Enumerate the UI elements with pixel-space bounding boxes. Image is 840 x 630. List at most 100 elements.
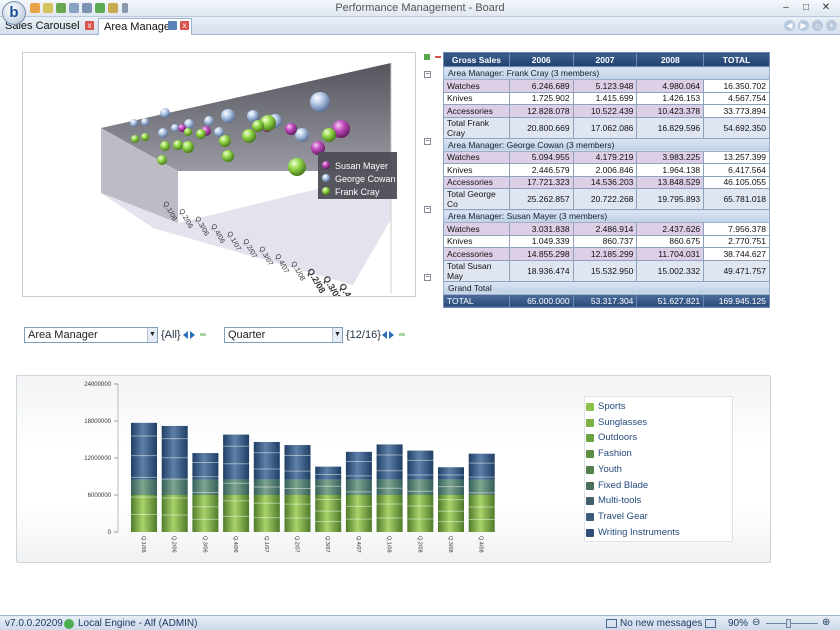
bubble-point[interactable] [204,116,214,126]
area-manager-filter-value[interactable]: {All} [161,329,181,341]
bubble-point[interactable] [182,141,194,153]
legend-item[interactable]: Outdoors [585,432,731,446]
legend-item[interactable]: Writing Instruments [585,527,731,541]
bar-segment-blue[interactable] [345,451,372,480]
bar-segment-blue[interactable] [192,453,219,480]
stacked-bar-chart[interactable]: 24000000 18000000 12000000 6000000 0 Q.1/06 Q… [17,376,577,562]
pivot-header-cell[interactable]: 2006 [508,52,574,67]
stacked-bar[interactable] [253,441,280,532]
bar-segment-blue[interactable] [315,466,342,480]
prev-arrow-icon[interactable] [382,331,387,339]
grand-total-header[interactable]: Grand Total [443,280,770,295]
collapse-toggle-icon[interactable]: − [424,71,431,78]
bar-segment-green[interactable] [131,495,157,532]
bar-segment-green[interactable] [407,495,434,532]
bubble-point[interactable] [242,129,256,143]
bubble-point[interactable] [311,141,325,155]
bubble-point[interactable] [222,150,234,162]
close-button[interactable]: ✕ [821,2,831,13]
pivot-header-cell[interactable]: 2008 [636,52,705,67]
bar-segment-teal[interactable] [161,479,188,495]
bubble-point[interactable] [219,135,231,147]
pivot-header-cell[interactable]: TOTAL [703,52,770,67]
bubble-point[interactable] [160,108,170,118]
bubble-point[interactable] [322,128,336,142]
bar-segment-green[interactable] [345,495,372,532]
stacked-bar[interactable] [438,467,464,532]
bar-segment-teal[interactable] [407,479,434,495]
link-icon[interactable] [200,333,206,336]
refresh-icon[interactable] [95,3,105,13]
stacked-bar[interactable] [407,450,434,532]
bubble-point[interactable] [295,128,309,142]
bar-segment-teal[interactable] [284,479,311,495]
pivot-group-row[interactable]: Area Manager: George Cowan (3 members) [443,137,770,152]
back-icon[interactable]: ◀ [784,20,795,31]
bar-segment-green[interactable] [223,495,250,532]
bar-segment-teal[interactable] [315,479,342,495]
bubble-point[interactable] [310,92,330,112]
stacked-bar[interactable] [315,466,342,532]
collapse-toggle-icon[interactable]: − [424,138,431,145]
bubble-point[interactable] [130,119,138,127]
next-arrow-icon[interactable] [389,331,394,339]
bubble-point[interactable] [247,110,259,122]
view-icon[interactable] [705,619,716,628]
bubble-point[interactable] [332,120,350,138]
bubble-point[interactable] [171,124,179,132]
bar-segment-green[interactable] [315,495,342,532]
check-icon[interactable] [56,3,66,13]
bubble-point[interactable] [252,120,264,132]
pivot-group-row[interactable]: Area Manager: Susan Mayer (3 members) [443,209,770,223]
prev-arrow-icon[interactable] [183,331,188,339]
stacked-bar[interactable] [192,453,219,532]
bar-segment-blue[interactable] [161,425,188,480]
pivot-group-row[interactable]: Area Manager: Frank Cray (3 members) [443,66,770,80]
bubble-point[interactable] [178,124,186,132]
expand-all-icon[interactable] [424,54,430,60]
save-icon[interactable] [69,3,79,13]
bar-segment-blue[interactable] [131,422,157,480]
bar-segment-blue[interactable] [407,450,434,480]
bar-segment-green[interactable] [468,495,495,532]
stacked-bar[interactable] [131,422,157,532]
legend-item[interactable]: Sunglasses [585,417,731,431]
bar-segment-blue[interactable] [468,453,495,480]
chevron-down-icon[interactable]: ▼ [147,328,157,342]
close-tab-icon[interactable]: x [85,21,94,30]
forward-icon[interactable]: ▶ [798,20,809,31]
bubble-point[interactable] [196,129,206,139]
bubble-point[interactable] [141,133,149,141]
pivot-header-cell[interactable]: Gross Sales [443,52,510,67]
save-tab-icon[interactable] [168,21,177,30]
bar-segment-blue[interactable] [376,444,403,480]
legend-item[interactable]: Multi-tools [585,495,731,509]
bubble-chart-3d[interactable]: Q.1/06 Q.2/06 Q.3/06 Q.4/06 Q.1/07 Q.2/07 Q.3/… [22,52,416,310]
home-icon[interactable]: ⌂ [812,20,823,31]
bar-segment-teal[interactable] [376,479,403,495]
bubble-point[interactable] [260,115,276,131]
tab-sales-carousel[interactable]: Sales Carousel [0,18,96,35]
bar-segment-teal[interactable] [345,479,372,495]
bar-segment-teal[interactable] [468,479,495,495]
next-arrow-icon[interactable] [190,331,195,339]
legend-item[interactable]: Sports [585,401,731,415]
collapse-all-icon[interactable] [435,56,441,58]
bar-segment-blue[interactable] [223,434,250,480]
bar-segment-teal[interactable] [192,479,219,495]
maximize-button[interactable]: □ [802,2,810,13]
zoom-slider[interactable] [766,623,818,624]
collapse-toggle-icon[interactable]: − [424,206,431,213]
bubble-point[interactable] [158,128,168,138]
stacked-bar[interactable] [284,445,311,532]
expand-icon[interactable]: + [826,20,837,31]
bar-segment-teal[interactable] [131,479,157,495]
bar-segment-teal[interactable] [438,479,464,495]
bar-segment-teal[interactable] [223,479,250,495]
bar-segment-green[interactable] [161,495,188,532]
bar-segment-green[interactable] [253,495,280,532]
bubble-point[interactable] [221,109,235,123]
quarter-select[interactable]: Quarter ▼ [224,327,343,343]
bubble-point[interactable] [160,141,170,151]
legend-item[interactable]: Travel Gear [585,511,731,525]
